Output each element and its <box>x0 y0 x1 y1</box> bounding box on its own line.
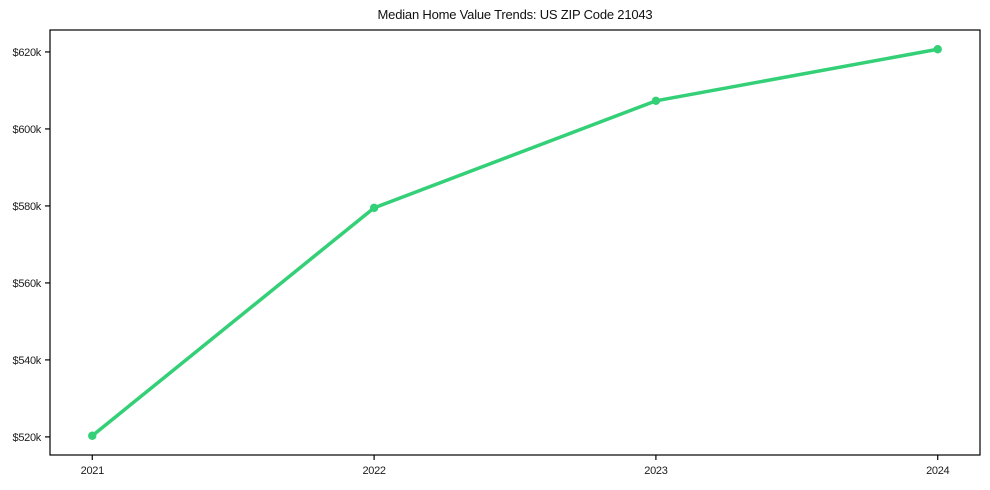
data-point-marker <box>369 203 379 213</box>
x-tick-label: 2024 <box>926 465 949 477</box>
x-tick-label: 2021 <box>81 465 104 477</box>
chart-title: Median Home Value Trends: US ZIP Code 21… <box>377 7 653 22</box>
x-tick-label: 2023 <box>644 465 667 477</box>
data-point-marker <box>933 45 942 54</box>
plot-area-spines <box>49 29 981 456</box>
y-tick-label: $560k <box>13 278 42 290</box>
y-tick-label: $520k <box>13 432 42 444</box>
y-tick-label: $620k <box>13 47 42 59</box>
trend-line <box>90 47 940 438</box>
data-point-marker <box>651 96 661 106</box>
y-tick-label: $540k <box>13 355 42 367</box>
data-point-marker <box>88 431 97 440</box>
x-tick-label: 2022 <box>362 465 385 477</box>
y-tick-label: $600k <box>13 124 42 136</box>
y-tick-label: $580k <box>13 201 42 213</box>
